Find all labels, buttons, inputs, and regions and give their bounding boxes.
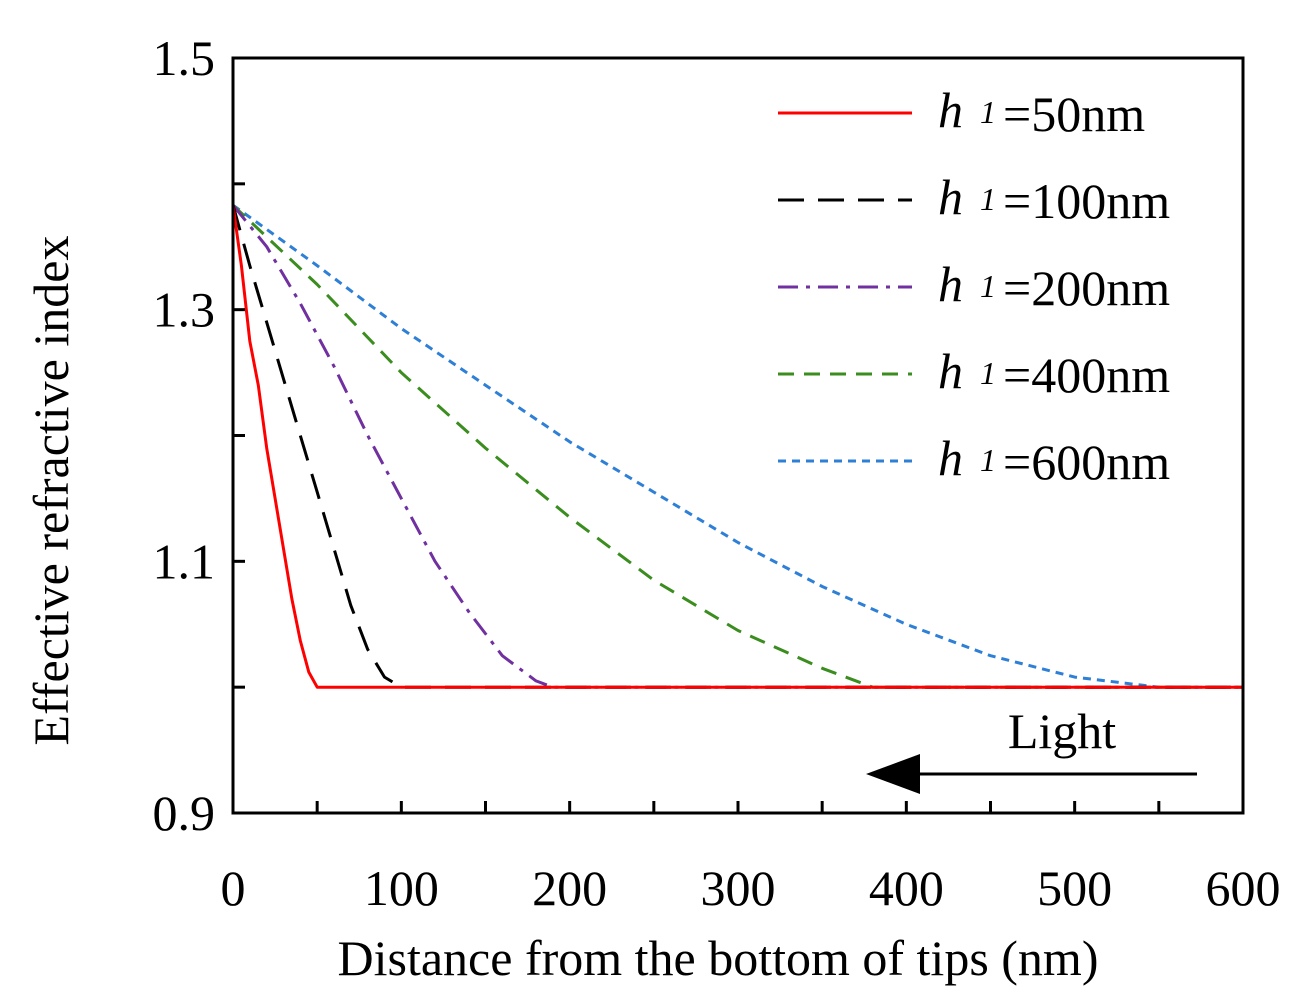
legend-subscript: 1	[980, 355, 996, 391]
x-tick-label: 200	[532, 860, 607, 916]
x-tick-label: 400	[869, 860, 944, 916]
legend-variable: h	[938, 256, 963, 312]
light-label: Light	[1008, 703, 1116, 759]
y-tick-label: 1.3	[153, 282, 216, 338]
light-annotation: Light	[866, 703, 1197, 794]
light-arrow-head-icon	[866, 754, 920, 794]
legend-variable: h	[938, 169, 963, 225]
series-layer	[231, 203, 1243, 689]
ticks-layer: 0.9 1.1 1.3 1.5 0 100 200 300 400 500 600	[153, 30, 1281, 916]
legend-subscript: 1	[980, 181, 996, 217]
x-tick-label: 0	[221, 860, 246, 916]
legend-variable: h	[938, 343, 963, 399]
x-tick-label: 100	[364, 860, 439, 916]
legend-variable: h	[938, 82, 963, 138]
y-axis-title: Effective refractive index	[23, 236, 79, 746]
legend-label: =400nm	[1003, 347, 1170, 403]
legend-subscript: 1	[980, 268, 996, 304]
y-tick-label: 0.9	[153, 785, 216, 841]
x-tick-label: 500	[1037, 860, 1112, 916]
x-tick-label: 300	[701, 860, 776, 916]
series-line	[231, 204, 1243, 689]
legend-label: =50nm	[1003, 86, 1145, 142]
legend-variable: h	[938, 430, 963, 486]
legend-label: =600nm	[1003, 434, 1170, 490]
legend-subscript: 1	[980, 94, 996, 130]
series-line	[232, 203, 1243, 689]
legend-label: =100nm	[1003, 173, 1170, 229]
legend-subscript: 1	[980, 442, 996, 478]
legend-label: =200nm	[1003, 260, 1170, 316]
x-tick-label: 600	[1206, 860, 1281, 916]
y-tick-label: 1.5	[153, 30, 216, 86]
x-axis-title: Distance from the bottom of tips (nm)	[338, 930, 1099, 986]
y-tick-label: 1.1	[153, 533, 216, 589]
